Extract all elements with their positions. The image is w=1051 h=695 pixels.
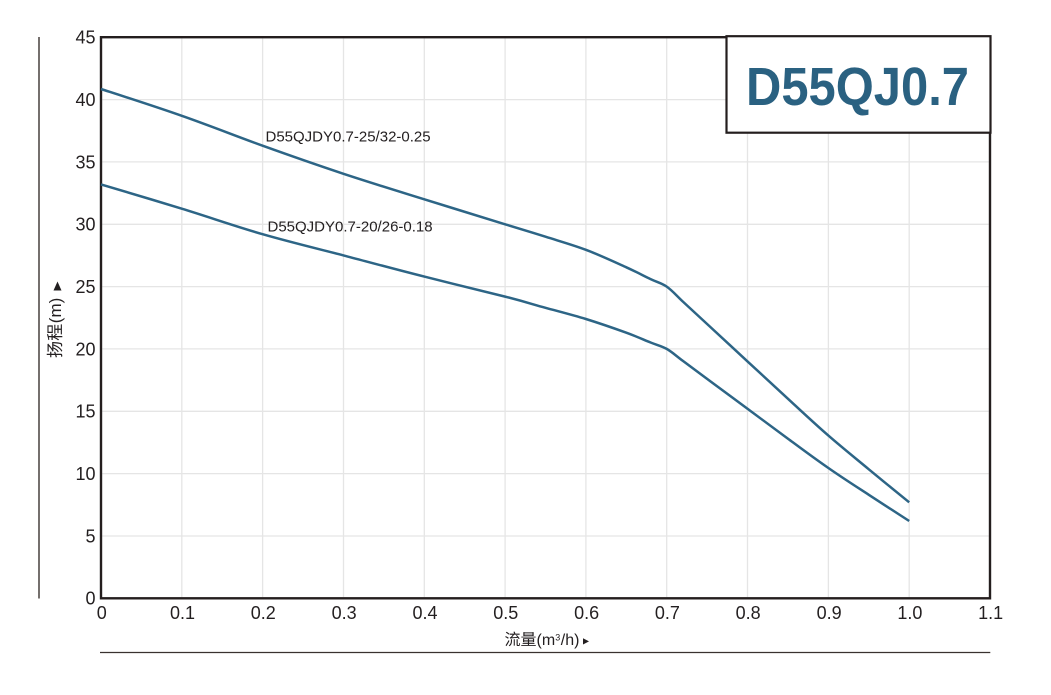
svg-text:0.1: 0.1 xyxy=(170,603,195,623)
svg-text:20: 20 xyxy=(75,339,95,359)
svg-text:0: 0 xyxy=(97,603,107,623)
svg-text:45: 45 xyxy=(75,28,95,48)
svg-text:D55QJDY0.7-20/26-0.18: D55QJDY0.7-20/26-0.18 xyxy=(268,219,433,236)
svg-text:5: 5 xyxy=(85,526,95,546)
svg-text:1.0: 1.0 xyxy=(897,603,922,623)
svg-text:30: 30 xyxy=(75,215,95,235)
svg-text:0.7: 0.7 xyxy=(655,603,680,623)
svg-text:D55QJ0.7: D55QJ0.7 xyxy=(746,57,969,117)
svg-text:0.6: 0.6 xyxy=(574,603,599,623)
svg-text:D55QJDY0.7-25/32-0.25: D55QJDY0.7-25/32-0.25 xyxy=(266,129,431,146)
svg-text:3: 3 xyxy=(555,632,560,642)
svg-text:0.8: 0.8 xyxy=(736,603,761,623)
svg-text:0.5: 0.5 xyxy=(493,603,518,623)
svg-text:/h): /h) xyxy=(561,632,580,649)
svg-text:0.2: 0.2 xyxy=(251,603,276,623)
svg-text:25: 25 xyxy=(75,277,95,297)
svg-text:(m): (m) xyxy=(46,298,65,323)
svg-text:40: 40 xyxy=(75,90,95,110)
svg-text:1.1: 1.1 xyxy=(978,603,1003,623)
svg-text:0.3: 0.3 xyxy=(332,603,357,623)
svg-text:15: 15 xyxy=(75,402,95,422)
svg-text:0: 0 xyxy=(85,589,95,609)
svg-text:10: 10 xyxy=(75,464,95,484)
svg-text:35: 35 xyxy=(75,152,95,172)
svg-text:0.4: 0.4 xyxy=(412,603,437,623)
svg-text:(m: (m xyxy=(537,632,556,649)
svg-text:0.9: 0.9 xyxy=(817,603,842,623)
